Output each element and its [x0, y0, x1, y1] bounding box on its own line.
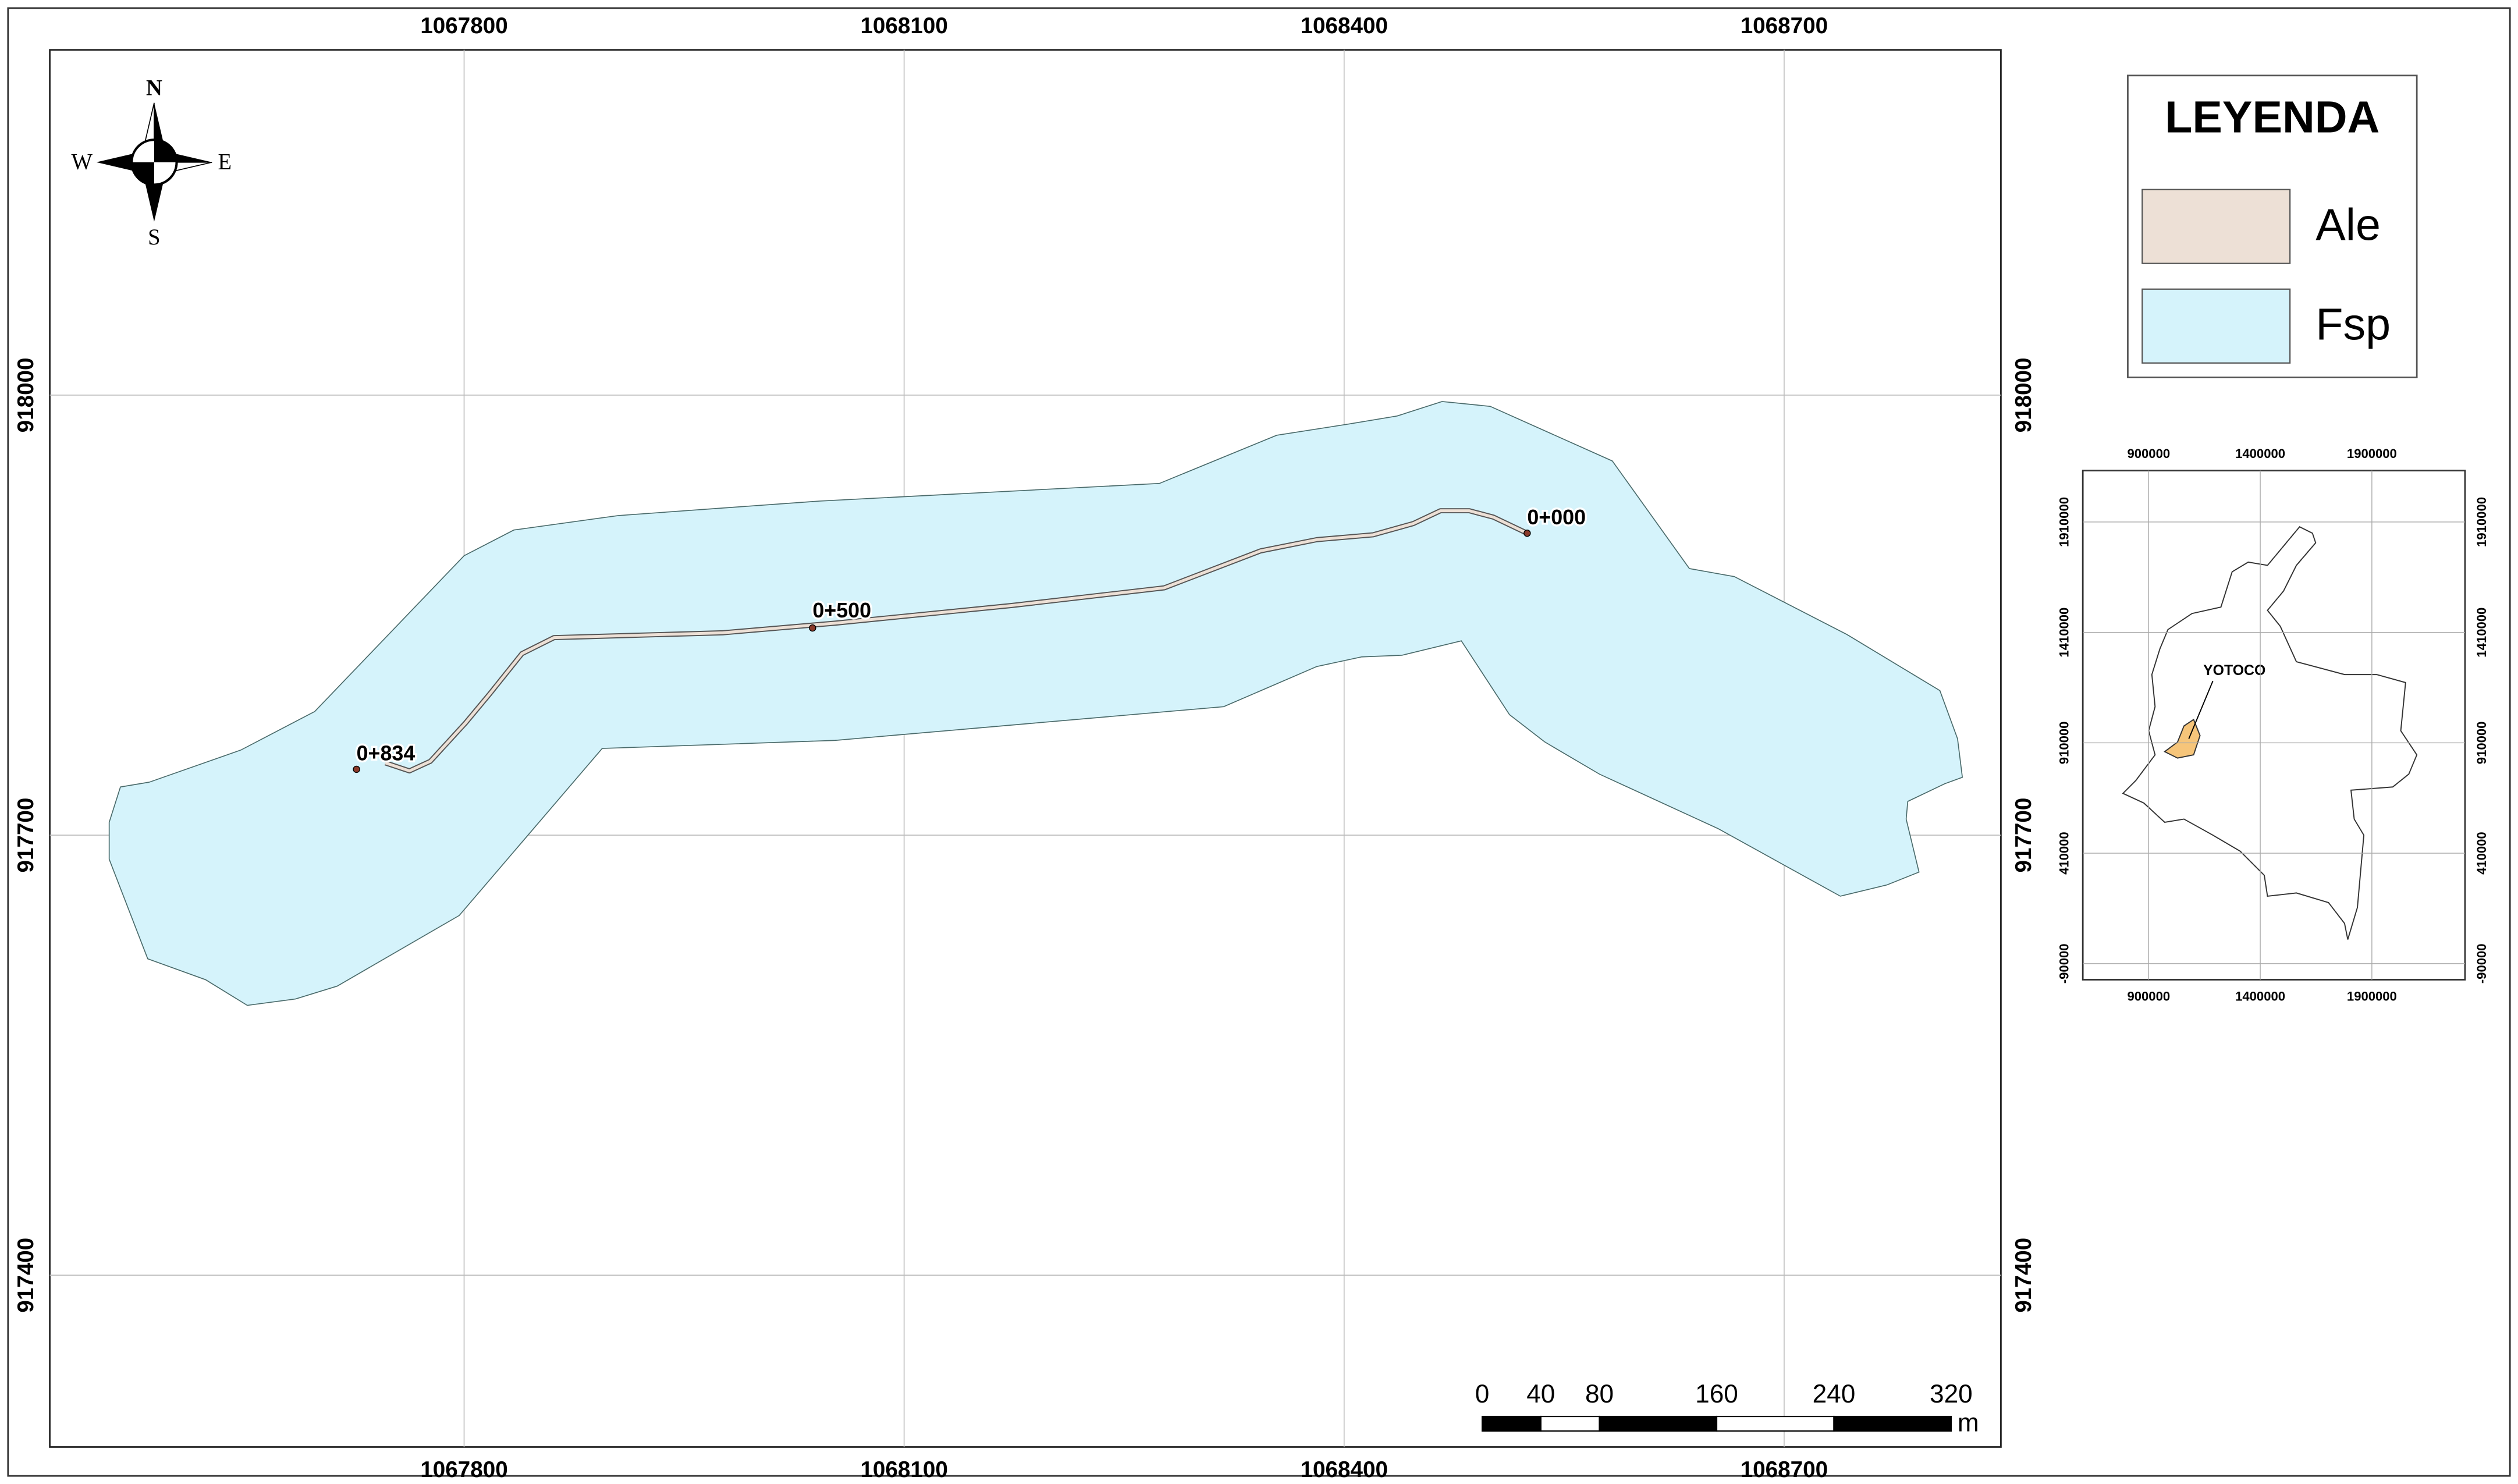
x-grid-label: 1068700: [1741, 13, 1828, 38]
scale-label: 160: [1695, 1380, 1738, 1408]
scale-unit: m: [1958, 1408, 1979, 1437]
inset-y-label: 1910000: [2057, 497, 2072, 547]
scale-label: 40: [1526, 1380, 1555, 1408]
x-grid-label: 1067800: [420, 13, 507, 38]
x-grid-label: 1068100: [860, 1457, 947, 1482]
station-label: 0+000: [1527, 506, 1586, 529]
scale-label: 320: [1930, 1380, 1973, 1408]
legend-title: LEYENDA: [2165, 92, 2380, 142]
station-point: [809, 624, 816, 632]
legend-label: Fsp: [2315, 299, 2391, 349]
inset-y-label: 910000: [2057, 722, 2072, 765]
scale-segment: [1833, 1415, 1952, 1432]
compass-s: S: [148, 225, 160, 250]
inset-x-label: 1900000: [2347, 446, 2397, 461]
y-grid-label: 918000: [2011, 357, 2036, 432]
compass-e: E: [218, 150, 232, 174]
inset-map: YOTOCO 900000 900000 1400000 1400000 1900000…: [2057, 446, 2489, 1004]
inset-y-label: 1410000: [2057, 608, 2072, 658]
inset-y-label: 410000: [2474, 832, 2489, 875]
compass-w: W: [72, 150, 93, 174]
road-ale-fill: [385, 509, 1528, 773]
scale-segment: [1716, 1415, 1835, 1432]
station-point: [1523, 530, 1531, 537]
yotoco-area: [2164, 718, 2201, 759]
north-arrow: N S E W: [72, 76, 232, 250]
country-outline: [2122, 526, 2418, 940]
scale-segment: [1481, 1415, 1542, 1432]
scale-segment: [1599, 1415, 1718, 1432]
x-grid-label: 1068100: [860, 13, 947, 38]
inset-place: YOTOCO: [2203, 663, 2265, 679]
inset-x-label: 1900000: [2347, 989, 2397, 1004]
inset-x-label: 900000: [2127, 446, 2170, 461]
fsp-polygon: [108, 401, 1963, 1006]
sheet-border: [7, 7, 2511, 1477]
scale-label: 0: [1475, 1380, 1490, 1408]
y-grid-label: 917400: [2011, 1238, 2036, 1313]
inset-y-label: -90000: [2474, 943, 2489, 984]
inset-y-label: 410000: [2057, 832, 2072, 875]
y-grid-label: 917700: [13, 798, 38, 873]
inset-x-label: 1400000: [2235, 446, 2285, 461]
legend-label: Ale: [2315, 200, 2381, 250]
legend-swatch: [2141, 288, 2291, 364]
station-label: 0+834: [357, 742, 415, 765]
y-grid-label: 918000: [13, 357, 38, 432]
scale-segment: [1540, 1415, 1600, 1432]
station-point: [353, 765, 360, 773]
inset-y-label: 910000: [2474, 722, 2489, 765]
x-grid-label: 1068700: [1741, 1457, 1828, 1482]
x-grid-label: 1067800: [420, 1457, 507, 1482]
scale-label: 240: [1813, 1380, 1856, 1408]
legend-swatch: [2141, 189, 2291, 264]
y-grid-label: 917700: [2011, 798, 2036, 873]
inset-y-label: 1910000: [2474, 497, 2489, 547]
y-grid-label: 917400: [13, 1238, 38, 1313]
inset-x-label: 900000: [2127, 989, 2170, 1004]
legend-items: Ale Fsp: [2141, 189, 2391, 364]
compass-n: N: [146, 76, 162, 100]
station-label: 0+500: [812, 599, 871, 622]
scale-label: 80: [1585, 1380, 1614, 1408]
x-grid-label: 1068400: [1301, 13, 1388, 38]
inset-y-label: 1410000: [2474, 608, 2489, 658]
inset-x-label: 1400000: [2235, 989, 2285, 1004]
inset-y-label: -90000: [2057, 943, 2072, 984]
x-grid-label: 1068400: [1301, 1457, 1388, 1482]
